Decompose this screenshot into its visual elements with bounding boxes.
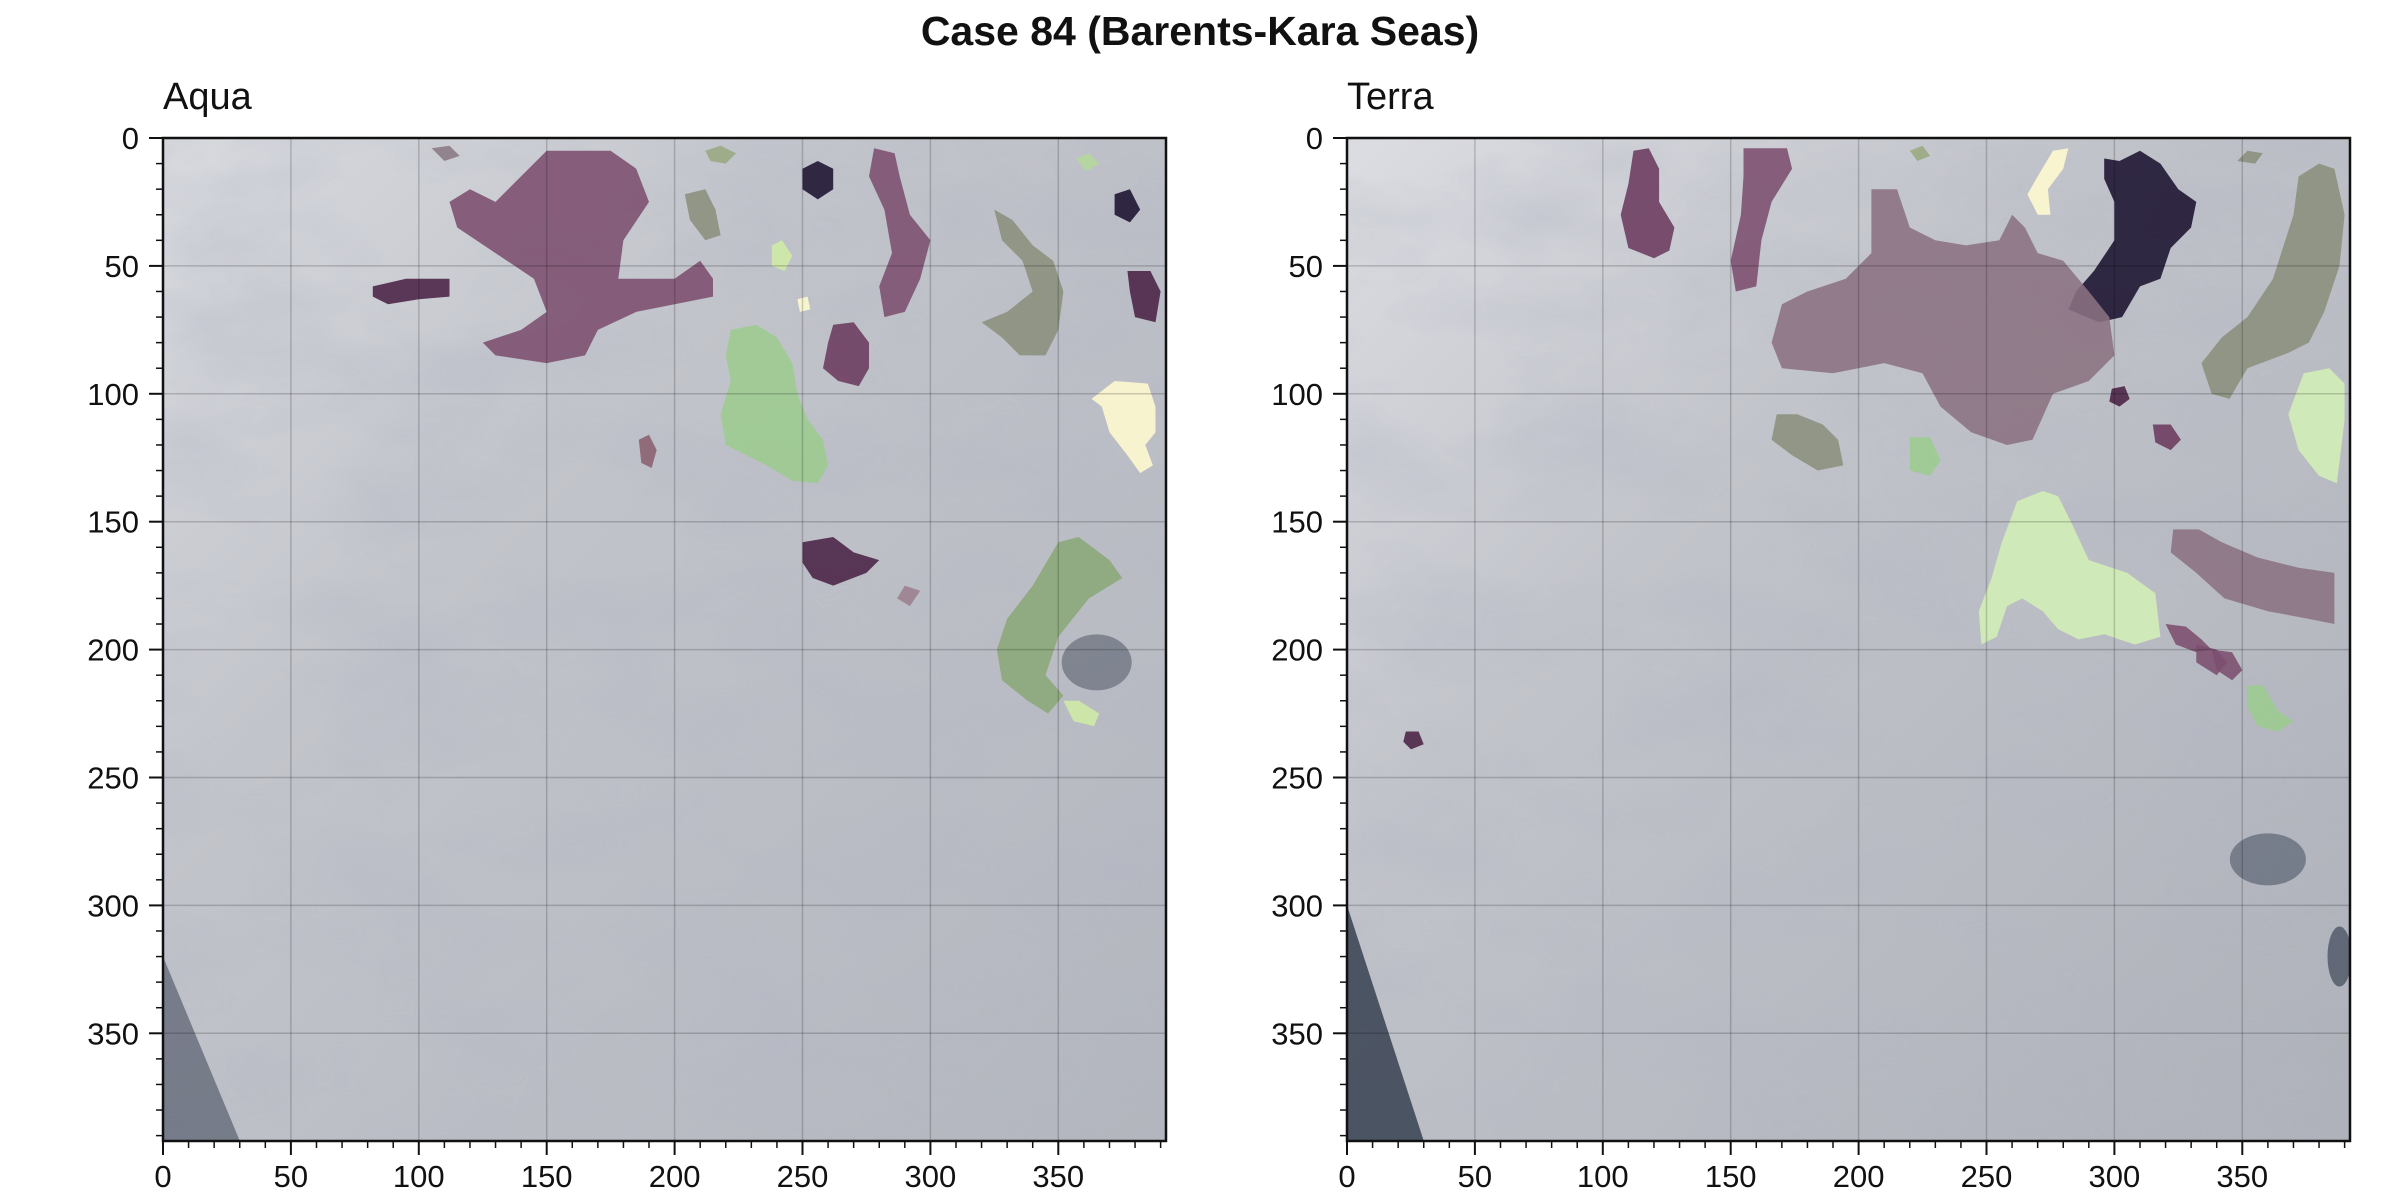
y-tick-label: 350 [1271,1016,1323,1051]
x-tick-label: 150 [1705,1159,1757,1194]
floe-segment [1909,145,1931,161]
floe-segment [869,148,931,318]
floe-segment [372,278,450,305]
floe-segment [2288,368,2345,484]
y-tick-label: 250 [87,761,139,796]
floe-segment [2165,624,2212,653]
floe-segment [1909,437,1941,476]
panel-title-terra: Terra [1347,76,1434,118]
y-tick-label: 200 [1271,633,1323,668]
floe-segment [2170,529,2335,624]
y-tick-label: 150 [1271,505,1323,540]
panel-aqua: 0 0 50 50 100 100 150 150 200 200 250 250 300 300 350 3… [87,121,1168,1194]
floe-segment [720,324,829,484]
panel-title-aqua: Aqua [163,76,252,118]
figure-title: Case 84 (Barents-Kara Seas) [920,8,1480,54]
y-tick-label: 250 [1271,761,1323,796]
x-tick-label: 200 [1833,1159,1885,1194]
x-tick-label: 0 [1338,1159,1355,1194]
floe-segment [1771,414,1844,471]
x-tick-label: 150 [521,1159,573,1194]
y-tick-label: 50 [105,249,139,284]
x-tick-label: 250 [777,1159,829,1194]
x-tick-label: 200 [649,1159,701,1194]
floe-segment [1730,148,1793,292]
y-tick-label: 50 [1289,249,1323,284]
floe-segment [802,537,880,586]
x-tick-label: 100 [1577,1159,1629,1194]
floe-segment [705,145,736,164]
y-tick-label: 300 [87,888,139,923]
floe-segment [1771,189,2115,445]
floe-segment [1076,153,1100,172]
y-tick-label: 0 [122,121,139,156]
floe-segment [449,150,713,364]
axes-frame [161,136,1168,1143]
floe-segment [1620,148,1675,259]
floe-segment [771,240,793,271]
floe-segment [897,585,921,607]
floe-segment [2247,685,2294,732]
y-tick-label: 100 [1271,377,1323,412]
satellite-image [163,138,1166,1141]
floe-segment [2201,163,2345,399]
floe-segment [797,296,811,312]
floe-segment [638,434,657,468]
floe-segment [684,189,721,241]
floe-segment [2109,386,2130,407]
floe-segment [431,145,460,161]
x-tick-label: 250 [1961,1159,2013,1194]
floe-segment [2068,150,2197,323]
floe-segment [823,322,869,387]
floe-segment [802,161,834,200]
floe-segment [1091,381,1156,474]
floe-segment [996,537,1123,714]
floe-segment [981,209,1064,356]
floe-segment [1114,189,1141,223]
x-tick-label: 350 [2216,1159,2268,1194]
floe-segment [1978,491,2161,645]
floe-segment [2027,148,2069,215]
x-tick-label: 300 [905,1159,957,1194]
axes-frame [1345,136,2352,1143]
x-tick-label: 300 [2089,1159,2141,1194]
floe-segment [1403,731,1424,750]
floe-segment [2211,649,2243,681]
y-tick-label: 100 [87,377,139,412]
floe-segment [1127,271,1161,323]
floe-segment [2237,150,2263,164]
x-tick-label: 350 [1032,1159,1084,1194]
y-tick-label: 350 [87,1016,139,1051]
y-tick-label: 150 [87,505,139,540]
x-tick-label: 50 [1458,1159,1492,1194]
y-tick-label: 200 [87,633,139,668]
y-tick-label: 300 [1271,888,1323,923]
floe-segment [1063,700,1100,727]
satellite-image [1347,138,2350,1141]
x-tick-label: 0 [154,1159,171,1194]
x-tick-label: 100 [393,1159,445,1194]
floe-segment [2152,424,2181,451]
y-tick-label: 0 [1306,121,1323,156]
x-tick-label: 50 [274,1159,308,1194]
